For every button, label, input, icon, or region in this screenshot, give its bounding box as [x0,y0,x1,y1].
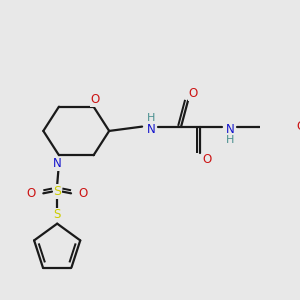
Text: N: N [226,123,235,136]
Text: O: O [189,87,198,100]
Text: H: H [147,113,155,123]
Text: S: S [53,208,61,221]
Text: H: H [226,136,235,146]
Text: O: O [91,93,100,106]
Text: N: N [146,123,155,136]
Text: O: O [202,153,212,166]
Text: O: O [79,187,88,200]
Text: N: N [53,158,62,170]
Text: O: O [296,120,300,133]
Text: O: O [27,187,36,200]
Text: S: S [53,185,61,198]
